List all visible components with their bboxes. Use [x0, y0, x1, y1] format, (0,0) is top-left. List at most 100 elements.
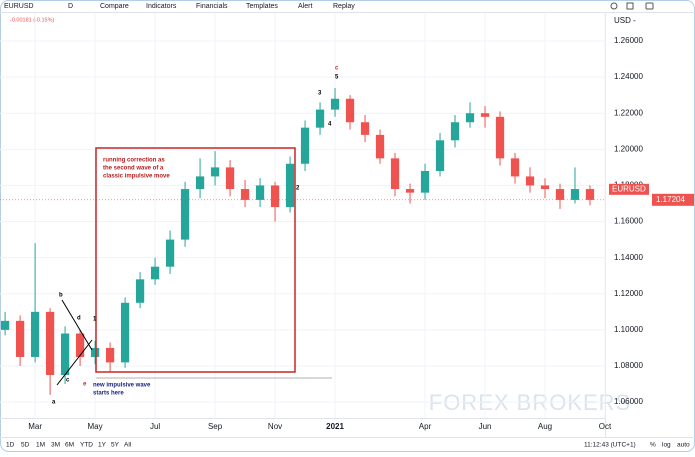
candle-body	[180, 189, 190, 240]
x-tick-label: Oct	[599, 422, 612, 431]
compare-button[interactable]: Compare	[100, 3, 129, 10]
y-tick-label: 1.10000	[614, 325, 643, 334]
y-tick-label: 1.14000	[614, 253, 643, 262]
fullscreen-icon[interactable]	[626, 2, 634, 10]
candle-body	[15, 320, 25, 357]
y-tick-label: 1.24000	[614, 72, 643, 81]
x-tick-label: Mar	[28, 422, 42, 431]
wedge-line	[56, 339, 93, 386]
interval-button[interactable]: D	[68, 3, 73, 10]
y-tick-label: 1.22000	[614, 108, 643, 117]
candle-body	[360, 122, 370, 135]
range-button[interactable]: 5Y	[111, 442, 120, 449]
indicators-button[interactable]: Indicators	[146, 3, 177, 10]
x-tick-label: Nov	[268, 422, 282, 431]
price-tag	[652, 193, 694, 206]
wave-label: e	[83, 382, 87, 388]
candle-body	[375, 134, 385, 159]
candle-body	[75, 333, 85, 357]
candle-body	[60, 333, 70, 376]
candle-body	[0, 320, 10, 330]
candle-body	[450, 122, 460, 141]
range-button[interactable]: All	[124, 442, 132, 449]
candle-body	[435, 140, 445, 171]
range-button[interactable]: 1D	[6, 442, 15, 449]
candle-body	[105, 347, 115, 363]
candle-body	[225, 167, 235, 190]
range-button[interactable]: 3M	[51, 442, 60, 449]
alert-button[interactable]: Alert	[298, 3, 312, 10]
scale-option[interactable]: %	[650, 442, 656, 449]
clock: 11:12:43 (UTC+1)	[584, 442, 636, 449]
financials-button[interactable]: Financials	[196, 3, 228, 10]
candle-body	[570, 189, 580, 200]
candle-body	[150, 266, 160, 280]
candle-body	[465, 113, 475, 123]
y-tick-label: 1.16000	[614, 217, 643, 226]
y-tick-label: 1.26000	[614, 36, 643, 45]
x-tick-label: May	[88, 422, 103, 431]
candle-body	[555, 189, 565, 200]
candle-body	[270, 185, 280, 208]
snapshot-icon[interactable]	[645, 2, 654, 10]
y-tick-label: 1.06000	[614, 397, 643, 406]
box-note: classic impulsive move	[103, 174, 170, 180]
wave-label: 1	[93, 317, 97, 323]
scale-option[interactable]: auto	[677, 442, 690, 449]
candle-body	[420, 170, 430, 193]
candle-body	[285, 163, 295, 208]
candle-body	[195, 176, 205, 190]
symbol-tag	[609, 183, 649, 195]
wave-label: d	[77, 316, 81, 322]
impulse-note: new impulsive wave	[93, 383, 151, 389]
x-tick-label: 2021	[326, 422, 344, 431]
candle-body	[345, 98, 355, 123]
grid	[0, 13, 606, 418]
wedge-line	[61, 299, 93, 351]
impulse-note: starts here	[93, 391, 124, 397]
candle-body	[330, 98, 340, 110]
candle-body	[525, 176, 535, 186]
wave-label: 5	[335, 75, 339, 81]
wave-label: 2	[296, 186, 300, 192]
range-button[interactable]: 5D	[21, 442, 30, 449]
bottom-bar: 1D 5D 1M 3M 6M YTD 1Y 5Y All 11:12:43 (U…	[6, 442, 690, 449]
toolbar: EURUSD D Compare Indicators Financials T…	[0, 2, 695, 13]
range-button[interactable]: 6M	[65, 442, 74, 449]
scale-option[interactable]: log	[662, 442, 671, 449]
candle-body	[90, 347, 100, 357]
candle-body	[30, 311, 40, 357]
wave-label: 3	[318, 91, 322, 97]
candle-body	[405, 189, 415, 193]
candle-body	[300, 127, 310, 164]
currency-label: USD -	[614, 16, 636, 25]
candle-body	[510, 158, 520, 177]
range-button[interactable]: YTD	[80, 442, 93, 449]
candle-body	[135, 279, 145, 303]
axes: 1.06000 1.08000 1.10000 1.12000 1.14000 1.160…	[28, 36, 694, 431]
settings-icon[interactable]	[610, 2, 618, 10]
templates-button[interactable]: Templates	[246, 3, 278, 10]
candle-body	[540, 185, 550, 190]
x-tick-label: Sep	[208, 422, 223, 431]
candle-body	[120, 302, 130, 363]
candle-body	[165, 239, 175, 267]
candle-body	[210, 167, 220, 177]
y-tick-label: 1.20000	[614, 144, 643, 153]
candle-body	[315, 109, 325, 128]
symbol-button[interactable]: EURUSD	[4, 3, 34, 10]
candles	[0, 87, 605, 395]
range-button[interactable]: 1M	[36, 442, 45, 449]
correction-box	[95, 147, 296, 373]
range-button[interactable]: 1Y	[98, 442, 107, 449]
candle-body	[45, 311, 55, 376]
candle-body	[255, 185, 265, 200]
x-tick-label: Aug	[538, 422, 552, 431]
candle-body	[480, 113, 490, 117]
x-tick-label: Jul	[150, 422, 160, 431]
box-note: the second wave of a	[103, 166, 164, 172]
symbol-tag-text: EURUSD	[612, 184, 646, 193]
price-tag-text: 1.17204	[656, 195, 685, 204]
replay-button[interactable]: Replay	[333, 3, 355, 10]
